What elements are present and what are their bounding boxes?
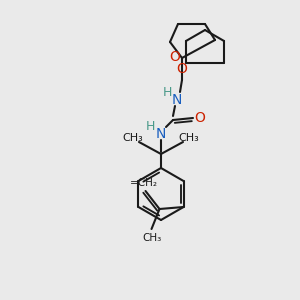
Text: =CH₂: =CH₂ (130, 178, 158, 188)
Text: N: N (156, 127, 166, 141)
Text: CH₃: CH₃ (178, 133, 200, 143)
Text: O: O (176, 62, 188, 76)
Text: O: O (195, 111, 206, 125)
Text: CH₃: CH₃ (123, 133, 143, 143)
Text: CH₃: CH₃ (142, 233, 161, 243)
Text: O: O (169, 50, 180, 64)
Text: H: H (162, 86, 172, 100)
Text: H: H (145, 119, 155, 133)
Text: N: N (172, 93, 182, 107)
